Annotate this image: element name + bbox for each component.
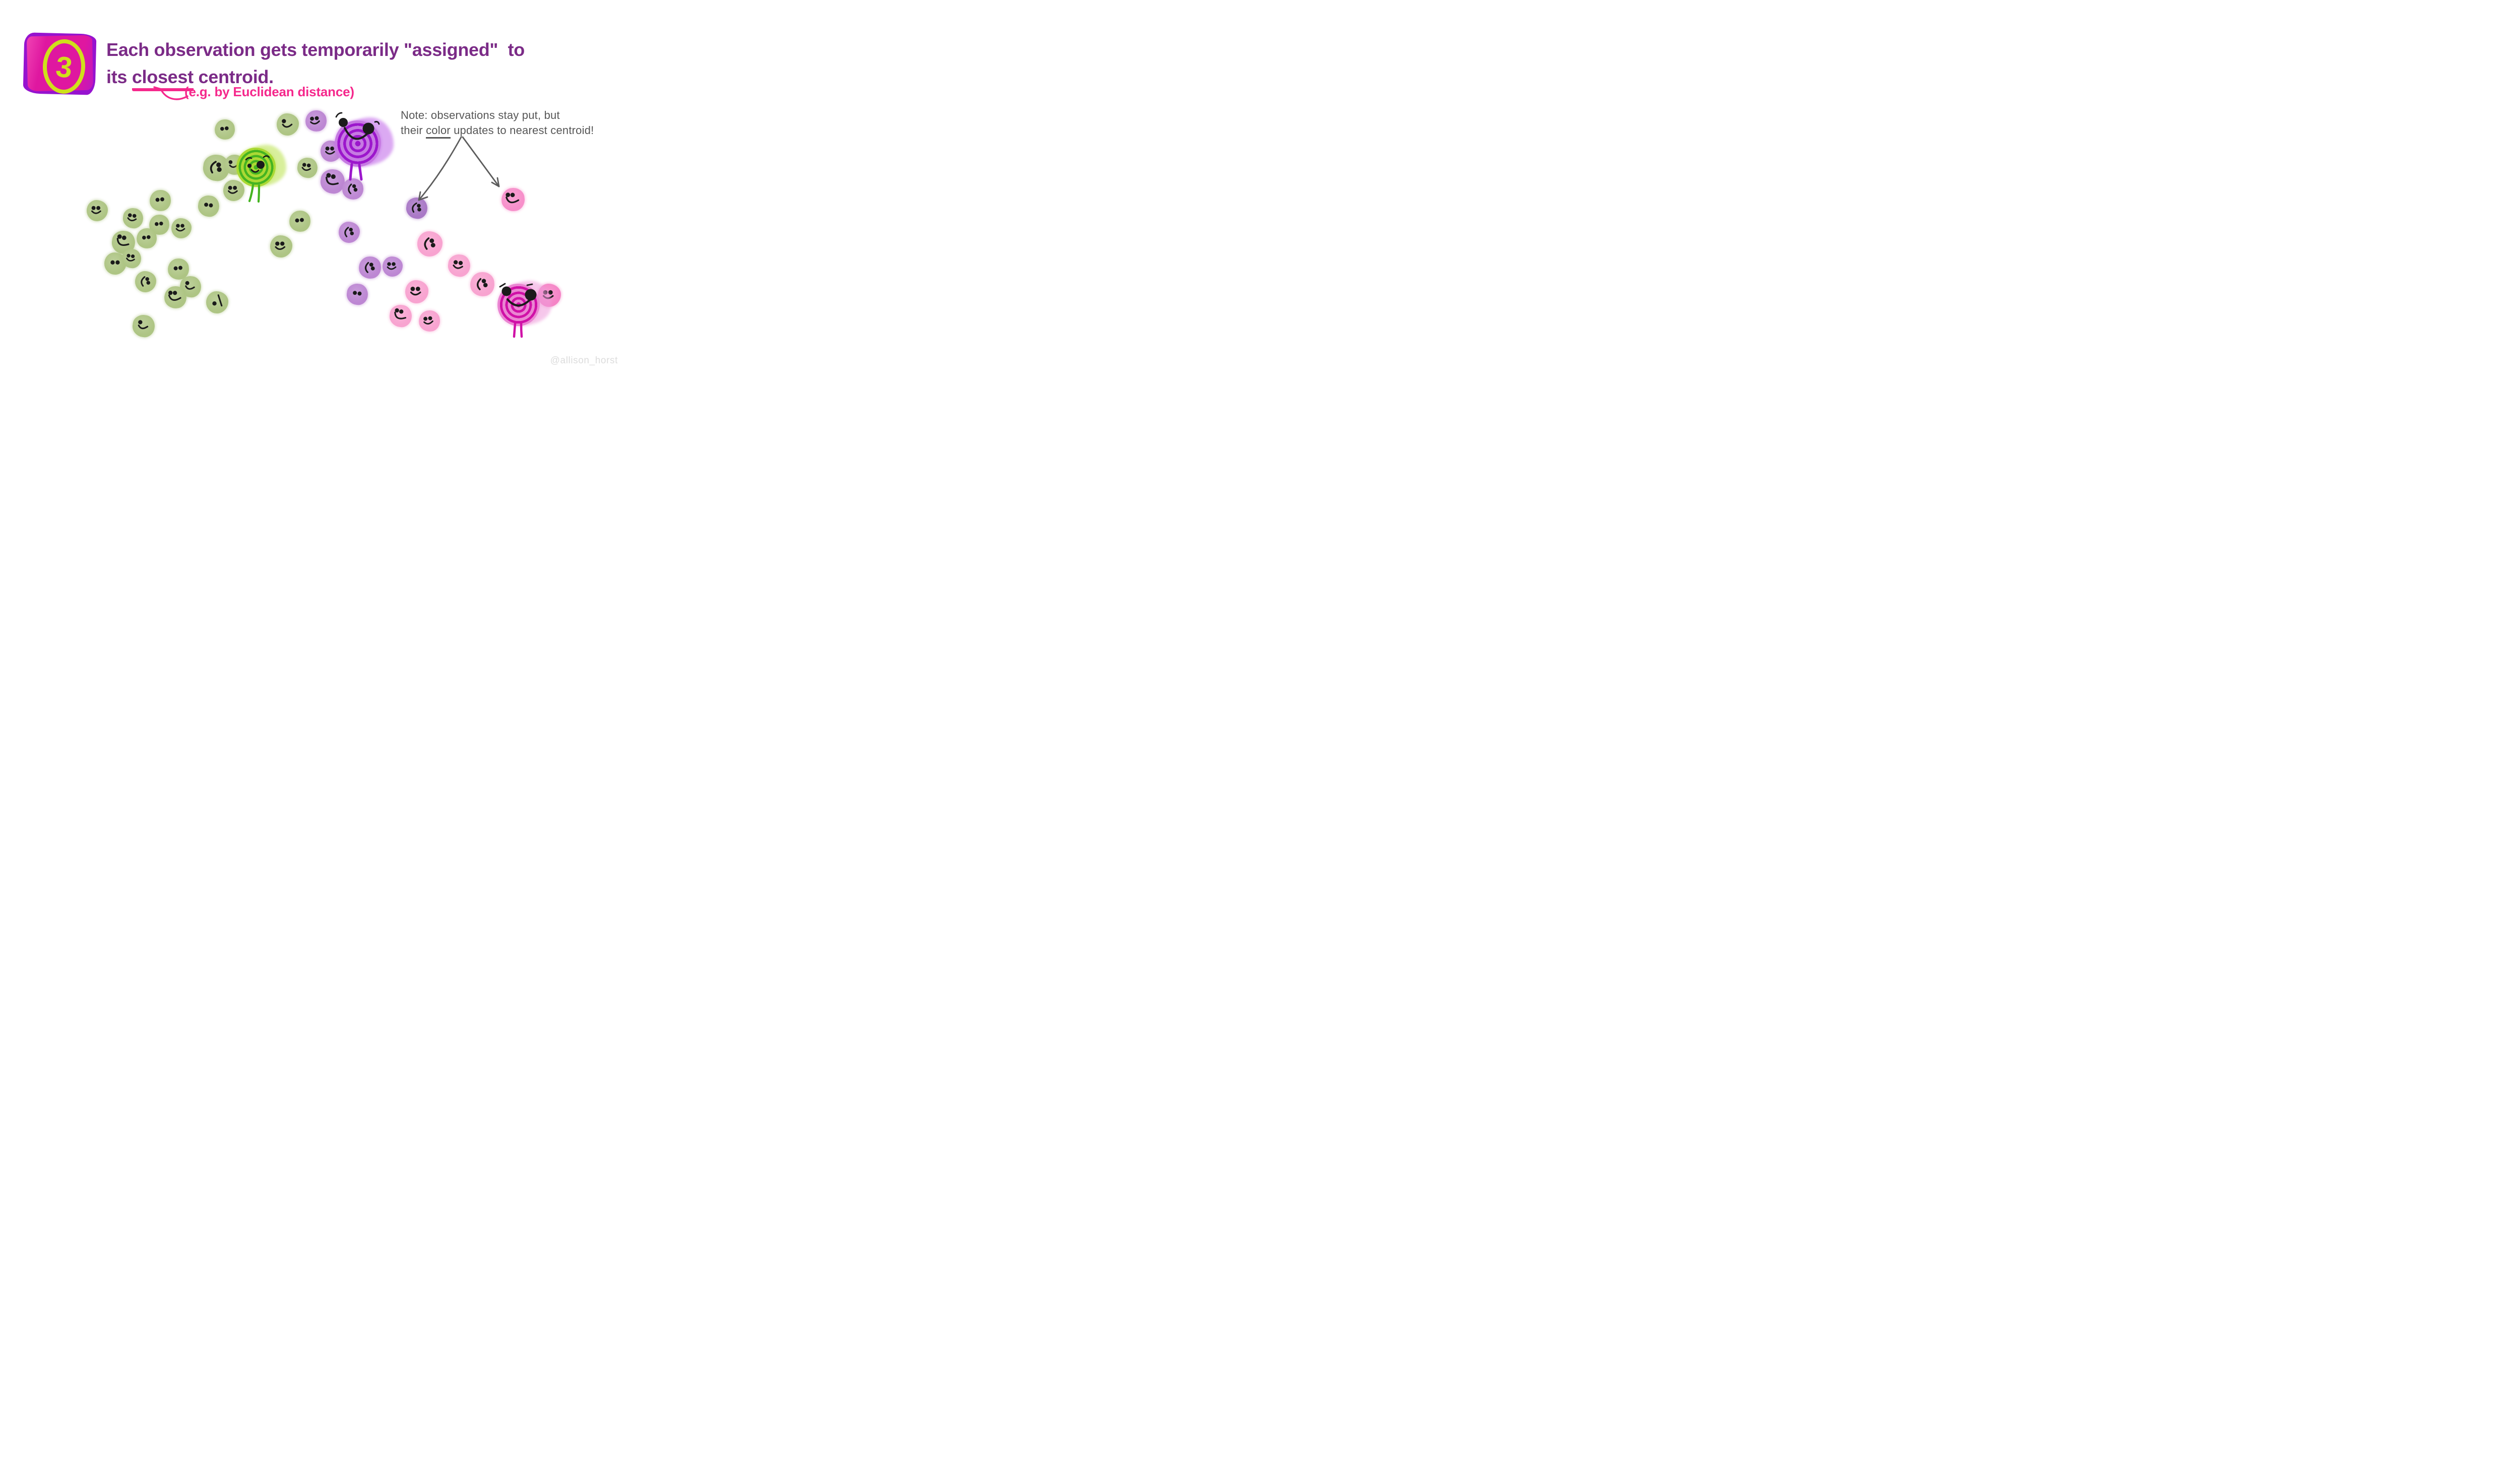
observation-dot-purple <box>357 255 383 280</box>
dot-face-icon <box>228 185 238 194</box>
dot-face-icon <box>142 235 151 240</box>
observation-dot-green <box>171 218 192 238</box>
dot-face-icon <box>410 286 421 296</box>
dot-face-icon <box>220 126 229 131</box>
dot-face-icon <box>423 316 433 325</box>
kmeans-step3-illustration: 3 Each observation gets temporarily "ass… <box>0 0 630 369</box>
dot-face-icon <box>138 320 149 330</box>
underlined-word-closest: closest <box>132 67 194 91</box>
observation-dot-green <box>296 156 319 179</box>
dot-face-icon <box>204 203 213 208</box>
dot-face-icon <box>301 163 311 171</box>
page-title: Each observation gets temporarily "assig… <box>106 36 525 91</box>
title-line2-suffix: centroid. <box>193 67 274 87</box>
dot-face-icon <box>424 237 435 250</box>
observation-dot-pink <box>417 231 443 256</box>
observation-dot-purple <box>345 282 369 306</box>
centroid-green <box>236 148 276 187</box>
dot-face-icon <box>353 291 362 296</box>
observation-dot-green <box>135 271 156 292</box>
dot-face-icon <box>275 241 286 250</box>
dot-face-icon <box>116 234 130 246</box>
note-line-1: Note: observations stay put, but <box>401 109 560 121</box>
dot-face-icon <box>394 308 407 319</box>
centroid-magenta <box>497 284 540 326</box>
scatter-area <box>0 0 630 369</box>
observation-dot-green <box>201 153 231 183</box>
observation-dot-green <box>136 227 158 249</box>
observation-dot-pink <box>500 186 526 213</box>
observation-dot-green <box>166 257 191 281</box>
observation-dot-green <box>131 313 156 339</box>
observation-dot-green <box>121 207 145 230</box>
dot-face-icon <box>155 221 163 226</box>
dot-face-icon <box>412 202 421 213</box>
watermark: @allison_horst <box>550 355 618 366</box>
observation-dot-purple <box>339 222 360 243</box>
centroid-purple <box>335 120 381 167</box>
note-line-2: their color updates to nearest centroid! <box>401 123 594 139</box>
title-line2-prefix: its <box>106 67 132 87</box>
dot-face-icon <box>282 119 293 128</box>
dot-face-icon <box>476 278 488 290</box>
observation-dot-pink <box>447 253 472 278</box>
dot-face-icon <box>453 260 463 269</box>
dot-face-icon <box>310 116 320 124</box>
observation-dot-pink <box>388 303 413 329</box>
observation-dot-pink <box>405 280 428 303</box>
observation-dot-purple <box>341 177 365 201</box>
observation-dot-green <box>270 235 292 258</box>
note-line2-prefix: their <box>401 124 426 137</box>
dot-face-icon <box>141 276 151 287</box>
observation-dot-green <box>197 194 221 218</box>
observation-dot-purple <box>405 196 429 220</box>
observation-dot-green <box>163 285 188 310</box>
dot-face-icon <box>348 183 358 195</box>
dot-face-icon <box>325 146 335 155</box>
observation-dot-purple <box>319 167 347 196</box>
observation-dot-green <box>178 275 203 299</box>
observation-dot-purple <box>304 109 328 133</box>
observation-dot-green <box>288 209 312 233</box>
dot-face-icon <box>91 206 101 214</box>
observation-dot-green <box>148 188 172 213</box>
observation-dot-green <box>223 180 244 201</box>
dot-face-icon <box>185 281 195 290</box>
dot-face-icon <box>387 262 397 270</box>
dot-face-icon <box>155 197 164 202</box>
title-line-2: its closest centroid. <box>106 63 525 91</box>
dot-face-icon <box>173 266 182 271</box>
note-text: Note: observations stay put, but their c… <box>401 108 594 139</box>
dot-face-icon <box>344 227 354 237</box>
dot-face-icon <box>126 253 135 262</box>
dot-face-icon <box>175 224 185 232</box>
observation-dot-pink <box>417 309 442 333</box>
dot-face-icon <box>210 161 222 174</box>
dot-face-icon <box>295 218 304 223</box>
observation-dot-green <box>214 118 236 141</box>
observation-dot-green <box>206 291 228 313</box>
observation-dot-green <box>148 214 170 236</box>
euclidean-annotation: (e.g. by Euclidean distance) <box>184 84 354 99</box>
dot-face-icon <box>212 294 223 307</box>
observation-dot-green <box>120 247 143 270</box>
dot-face-icon <box>110 260 120 265</box>
observation-dot-purple <box>383 256 403 277</box>
observation-dot-green <box>87 200 108 221</box>
observation-dot-green <box>110 229 137 255</box>
note-line2-suffix: updates to nearest centroid! <box>450 124 594 137</box>
dot-face-icon <box>168 290 181 301</box>
dot-face-icon <box>326 173 339 185</box>
dot-face-icon <box>364 262 375 273</box>
observation-dot-green <box>277 113 299 136</box>
dot-face-icon <box>506 192 520 204</box>
dot-face-icon <box>127 213 137 222</box>
title-line-1: Each observation gets temporarily "assig… <box>106 39 525 60</box>
underlined-word-color: color <box>426 124 451 139</box>
observation-dot-pink <box>469 271 496 298</box>
